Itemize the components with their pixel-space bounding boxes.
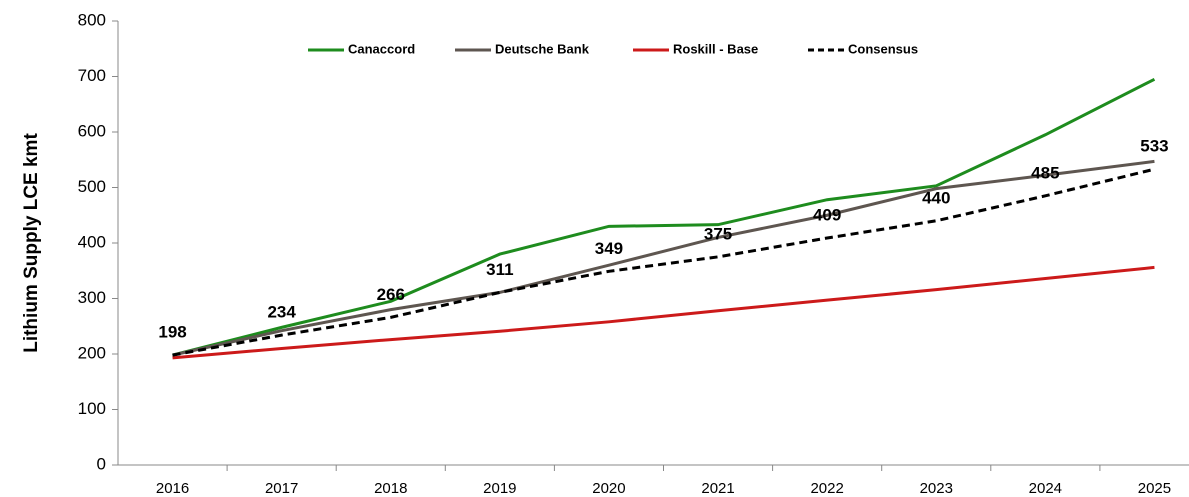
data-label: 266 (377, 285, 405, 304)
x-tick-label: 2020 (592, 480, 625, 497)
x-tick-label: 2016 (156, 480, 189, 497)
x-tick-label: 2021 (701, 480, 734, 497)
data-label: 409 (813, 205, 841, 224)
x-tick-label: 2022 (810, 480, 843, 497)
data-label: 533 (1140, 137, 1168, 156)
x-tick-label: 2023 (920, 480, 953, 497)
x-tick-label: 2019 (483, 480, 516, 497)
y-tick-label: 400 (78, 232, 106, 251)
series-line (172, 265, 1155, 360)
series-line (172, 77, 1156, 357)
x-tick-label: 2024 (1029, 480, 1062, 497)
data-label: 485 (1031, 163, 1059, 182)
legend-label: Roskill - Base (673, 41, 758, 56)
y-tick-label: 0 (97, 454, 106, 473)
data-label: 234 (267, 303, 296, 322)
series-line (172, 167, 1155, 357)
y-tick-label: 600 (78, 121, 106, 140)
series-line (172, 159, 1155, 357)
legend-label: Canaccord (348, 41, 415, 56)
data-label: 375 (704, 224, 732, 243)
x-tick-label: 2025 (1138, 480, 1171, 497)
y-tick-label: 300 (78, 288, 106, 307)
legend-label: Consensus (848, 41, 918, 56)
data-label: 311 (486, 260, 513, 279)
legend-label: Deutsche Bank (495, 41, 590, 56)
y-axis-label: Lithium Supply LCE kmt (21, 133, 42, 353)
y-tick-label: 800 (78, 10, 106, 29)
x-tick-label: 2018 (374, 480, 407, 497)
data-label: 349 (595, 239, 623, 258)
y-tick-label: 500 (78, 177, 106, 196)
data-label: 198 (158, 323, 186, 342)
x-tick-label: 2017 (265, 480, 298, 497)
y-tick-label: 200 (78, 343, 106, 362)
y-tick-label: 700 (78, 66, 106, 85)
y-tick-label: 100 (78, 399, 106, 418)
data-label: 440 (922, 188, 950, 207)
